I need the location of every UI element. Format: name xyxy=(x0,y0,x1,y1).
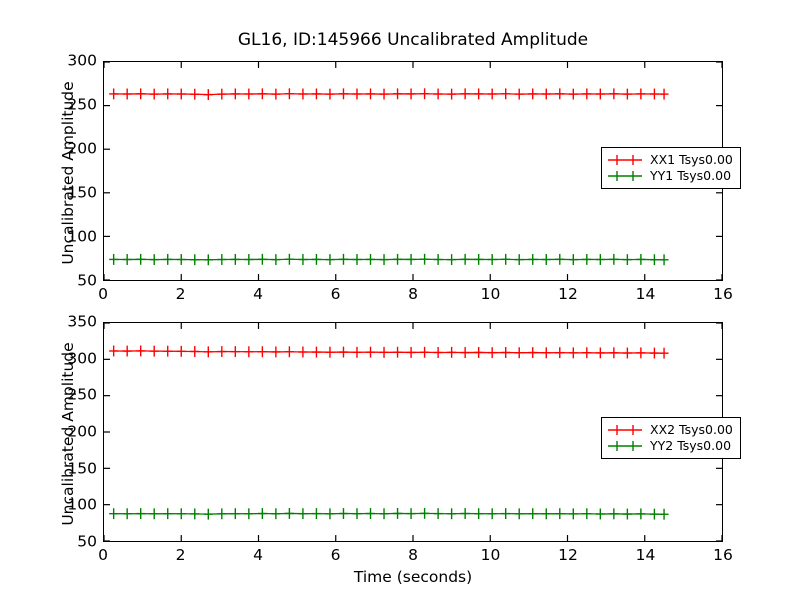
x-axis-ticks-top: 0 2 4 6 8 10 12 14 16 xyxy=(98,285,733,307)
y-tick-label: 300 xyxy=(67,348,97,367)
x-tick-label: 4 xyxy=(253,285,263,303)
y-axis-ticks-top: 50 100 150 200 250 300 xyxy=(45,53,97,288)
x-tick-label: 10 xyxy=(480,285,501,303)
legend-line-sample xyxy=(608,155,642,165)
y-tick-label: 150 xyxy=(67,458,97,477)
legend-item: YY1 Tsys0.00 xyxy=(607,168,733,184)
plot-area-bottom xyxy=(104,323,722,541)
plot-area-top xyxy=(104,62,722,280)
x-tick-label: 8 xyxy=(408,546,418,564)
x-tick-label: 14 xyxy=(635,285,656,303)
x-axis-ticks-bottom: 0 2 4 6 8 10 12 14 16 xyxy=(98,546,733,568)
page-title: GL16, ID:145966 Uncalibrated Amplitude xyxy=(237,30,589,50)
legend-top: XX1 Tsys0.00 YY1 Tsys0.00 xyxy=(601,147,741,189)
legend-label: XX2 Tsys0.00 xyxy=(650,421,733,437)
legend-item: YY2 Tsys0.00 xyxy=(607,438,733,454)
x-tick-label: 2 xyxy=(175,285,186,303)
y-tick-label: 100 xyxy=(67,495,97,514)
legend-line-sample xyxy=(608,425,642,435)
x-tick-label: 12 xyxy=(558,546,578,564)
x-tick-label: 12 xyxy=(558,285,578,303)
x-tick-label: 2 xyxy=(175,546,186,564)
legend-line-sample xyxy=(608,171,642,181)
y-axis-title-bottom: Uncalibrated Amplitude xyxy=(59,342,77,526)
y-tick-label: 200 xyxy=(67,139,97,158)
legend-line-sample xyxy=(608,441,642,451)
y-tick-label: 100 xyxy=(67,227,97,246)
legend-label: XX1 Tsys0.00 xyxy=(650,151,733,167)
y-axis-title-top: Uncalibrated Amplitude xyxy=(59,81,77,265)
x-axis-title: Time (seconds) xyxy=(353,568,473,586)
y-tick-label: 50 xyxy=(77,532,97,551)
legend-item: XX1 Tsys0.00 xyxy=(607,152,733,168)
y-tick-label: 50 xyxy=(77,271,97,290)
y-tick-label: 250 xyxy=(67,95,97,114)
y-tick-label: 300 xyxy=(67,51,97,70)
x-tick-label: 14 xyxy=(635,546,656,564)
x-tick-label: 16 xyxy=(713,546,733,564)
legend-label: YY2 Tsys0.00 xyxy=(650,437,732,453)
legend-label: YY1 Tsys0.00 xyxy=(650,167,732,183)
x-tick-label: 4 xyxy=(253,546,263,564)
y-tick-label: 350 xyxy=(67,312,97,331)
x-tick-label: 8 xyxy=(408,285,418,303)
legend-bottom: XX2 Tsys0.00 YY2 Tsys0.00 xyxy=(601,417,741,459)
x-tick-label: 10 xyxy=(480,546,501,564)
plot-panel-bottom xyxy=(103,322,723,542)
y-tick-label: 250 xyxy=(67,385,97,404)
legend-item: XX2 Tsys0.00 xyxy=(607,422,733,438)
x-tick-label: 0 xyxy=(98,285,108,303)
x-tick-label: 16 xyxy=(713,285,733,303)
x-tick-label: 0 xyxy=(98,546,108,564)
y-tick-label: 200 xyxy=(67,422,97,441)
x-tick-label: 6 xyxy=(330,285,341,303)
y-tick-label: 150 xyxy=(67,183,97,202)
x-tick-label: 6 xyxy=(330,546,341,564)
y-axis-ticks-bottom: 50 100 150 200 250 300 350 xyxy=(45,314,97,549)
